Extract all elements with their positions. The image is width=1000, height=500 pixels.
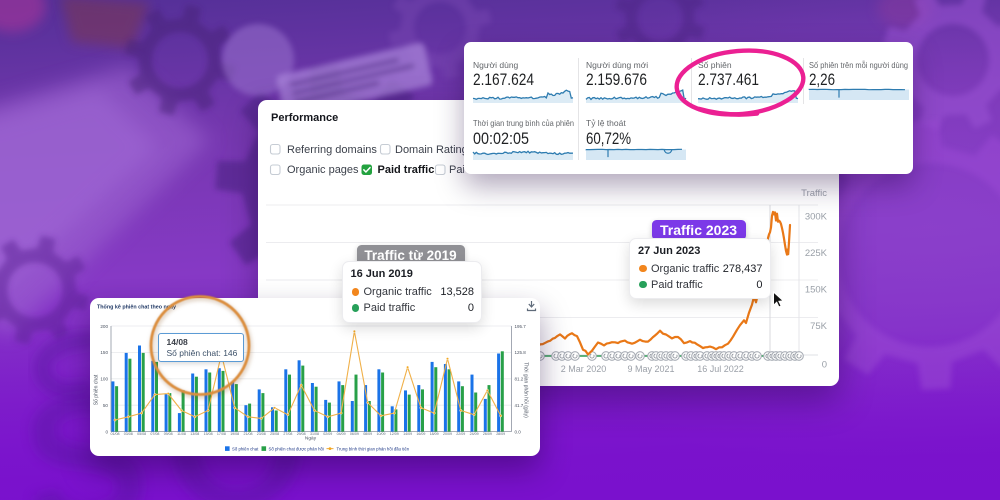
svg-text:23/08: 23/08 xyxy=(256,432,265,436)
svg-text:16/09: 16/09 xyxy=(416,432,425,436)
svg-text:22/09: 22/09 xyxy=(456,432,465,436)
svg-text:19/08: 19/08 xyxy=(230,432,239,436)
svg-text:0: 0 xyxy=(822,360,827,371)
svg-text:150K: 150K xyxy=(805,285,828,296)
svg-text:195.7: 195.7 xyxy=(514,324,526,329)
svg-text:0: 0 xyxy=(105,429,108,434)
svg-text:06/09: 06/09 xyxy=(349,432,358,436)
svg-text:18/09: 18/09 xyxy=(429,432,438,436)
svg-text:11/08: 11/08 xyxy=(177,432,186,436)
svg-text:Traffic: Traffic xyxy=(801,188,827,199)
svg-text:300K: 300K xyxy=(805,212,828,223)
svg-text:14/09: 14/09 xyxy=(403,432,412,436)
svg-text:13/08: 13/08 xyxy=(190,432,199,436)
svg-text:04/09: 04/09 xyxy=(336,432,345,436)
svg-text:100: 100 xyxy=(100,377,108,382)
svg-text:150: 150 xyxy=(100,350,108,355)
svg-text:50: 50 xyxy=(102,403,108,408)
svg-text:125.8: 125.8 xyxy=(514,350,526,355)
svg-text:0.0: 0.0 xyxy=(514,429,521,434)
svg-text:Thống kê phiên chat theo ngày: Thống kê phiên chat theo ngày xyxy=(97,304,177,311)
svg-text:31/08: 31/08 xyxy=(310,432,319,436)
svg-text:21/08: 21/08 xyxy=(243,432,252,436)
svg-text:2.737.461: 2.737.461 xyxy=(698,71,759,89)
svg-text:01/08: 01/08 xyxy=(110,432,119,436)
svg-text:Số phiên trên mỗi người dùng: Số phiên trên mỗi người dùng xyxy=(809,60,908,70)
svg-text:225K: 225K xyxy=(805,248,828,259)
svg-text:27/08: 27/08 xyxy=(283,432,292,436)
svg-text:12/09: 12/09 xyxy=(389,432,398,436)
svg-text:08/09: 08/09 xyxy=(363,432,372,436)
svg-text:Người dùng mới: Người dùng mới xyxy=(586,60,648,70)
svg-text:Số phiên chat được phản hồi: Số phiên chat được phản hồi xyxy=(268,447,323,452)
svg-text:10/09: 10/09 xyxy=(376,432,385,436)
svg-text:20/09: 20/09 xyxy=(443,432,452,436)
svg-text:41.7: 41.7 xyxy=(514,403,523,408)
svg-text:60,72%: 60,72% xyxy=(586,130,631,148)
svg-text:Tỷ lệ thoát: Tỷ lệ thoát xyxy=(586,118,626,128)
svg-text:9 May 2021: 9 May 2021 xyxy=(627,364,674,374)
svg-text:24/09: 24/09 xyxy=(469,432,478,436)
svg-text:26/09: 26/09 xyxy=(482,432,491,436)
svg-text:00:02:05: 00:02:05 xyxy=(473,130,529,148)
svg-text:05/08: 05/08 xyxy=(137,432,146,436)
svg-text:Số phiên chat: Số phiên chat xyxy=(93,374,99,405)
svg-text:2 Mar 2020: 2 Mar 2020 xyxy=(561,364,607,374)
svg-text:75K: 75K xyxy=(810,321,828,332)
svg-text:09/08: 09/08 xyxy=(163,432,172,436)
svg-text:16 Jul 2022: 16 Jul 2022 xyxy=(697,364,744,374)
svg-text:07/08: 07/08 xyxy=(150,432,159,436)
svg-text:Thời gian trung bình của phiên: Thời gian trung bình của phiên xyxy=(473,118,574,128)
svg-text:25/08: 25/08 xyxy=(270,432,279,436)
svg-text:200: 200 xyxy=(100,324,108,329)
svg-text:81.2: 81.2 xyxy=(514,377,523,382)
svg-text:28/09: 28/09 xyxy=(496,432,505,436)
svg-text:Trung bình thời gian phản hồi: Trung bình thời gian phản hồi đầu tiên xyxy=(336,447,409,452)
svg-text:2.159.676: 2.159.676 xyxy=(586,71,647,89)
svg-text:Người dùng: Người dùng xyxy=(473,60,519,70)
svg-text:Thời gian phản hồi (giây): Thời gian phản hồi (giây) xyxy=(522,362,528,418)
svg-text:03/08: 03/08 xyxy=(123,432,132,436)
svg-text:Ngày: Ngày xyxy=(304,436,316,442)
svg-text:Số phiên: Số phiên xyxy=(698,60,732,70)
svg-text:2,26: 2,26 xyxy=(809,71,835,89)
svg-text:15/08: 15/08 xyxy=(203,432,212,436)
svg-text:02/09: 02/09 xyxy=(323,432,332,436)
svg-text:Số phiên chat: Số phiên chat xyxy=(232,447,259,452)
svg-text:17/08: 17/08 xyxy=(216,432,225,436)
svg-text:2.167.624: 2.167.624 xyxy=(473,71,534,89)
svg-text:29/08: 29/08 xyxy=(296,432,305,436)
